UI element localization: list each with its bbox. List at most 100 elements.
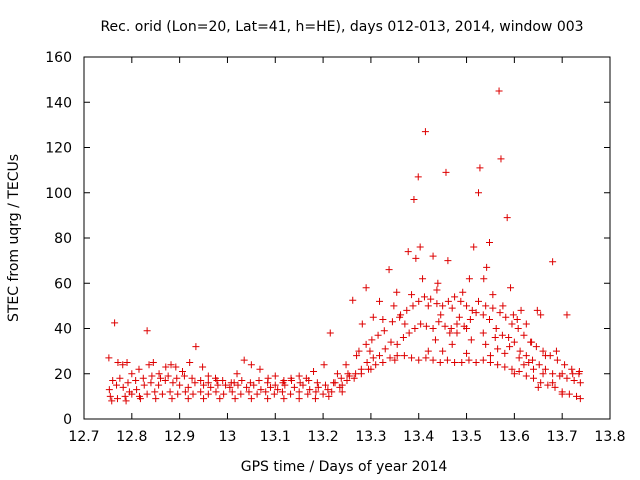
data-point: [568, 365, 576, 373]
data-point: [576, 395, 584, 403]
data-point: [313, 379, 321, 387]
data-point: [237, 390, 245, 398]
data-point: [522, 372, 530, 380]
data-point: [439, 347, 447, 355]
data-point: [113, 381, 121, 389]
data-point: [186, 358, 194, 366]
data-point: [532, 343, 540, 351]
data-point: [228, 388, 236, 396]
data-point: [111, 319, 119, 327]
data-point: [310, 367, 318, 375]
data-point: [158, 390, 166, 398]
data-point: [525, 358, 533, 366]
data-point: [417, 320, 425, 328]
data-point: [433, 300, 441, 308]
data-point: [240, 356, 248, 364]
data-point: [446, 329, 454, 337]
data-point: [280, 395, 288, 403]
data-point: [290, 383, 298, 391]
data-point: [305, 377, 313, 385]
data-point: [434, 279, 442, 287]
data-point: [522, 320, 530, 328]
data-point: [200, 381, 208, 389]
data-point: [436, 358, 444, 366]
data-point: [393, 340, 401, 348]
data-point: [247, 395, 255, 403]
data-point: [231, 395, 239, 403]
data-point: [415, 297, 423, 305]
data-point: [399, 334, 407, 342]
data-point: [453, 320, 461, 328]
data-point: [459, 288, 467, 296]
data-point: [353, 352, 361, 360]
data-point: [486, 358, 494, 366]
data-point: [529, 374, 537, 382]
data-point: [326, 329, 334, 337]
data-point: [105, 354, 113, 362]
y-tick-label: 20: [54, 367, 72, 383]
data-point: [135, 365, 143, 373]
data-point: [497, 155, 505, 163]
x-tick-label: 12.8: [116, 429, 147, 445]
data-point: [443, 356, 451, 364]
data-point: [234, 381, 242, 389]
data-point: [522, 352, 530, 360]
data-point: [448, 340, 456, 348]
data-point: [453, 329, 461, 337]
data-point: [199, 363, 207, 371]
data-point: [411, 325, 419, 332]
data-point: [437, 311, 445, 319]
data-point: [362, 284, 370, 292]
data-point: [262, 388, 270, 396]
data-point: [442, 168, 450, 176]
data-point: [246, 379, 254, 387]
data-point: [179, 367, 187, 375]
data-point: [420, 293, 428, 301]
y-tick-label: 100: [45, 186, 72, 202]
data-point: [465, 275, 473, 283]
data-point: [573, 392, 581, 400]
data-point: [506, 343, 514, 351]
data-point: [368, 336, 376, 344]
data-point: [256, 365, 264, 373]
data-point: [463, 325, 471, 332]
data-point: [212, 388, 220, 396]
data-point: [379, 315, 387, 323]
data-point: [553, 356, 561, 364]
x-axis-label: GPS time / Days of year 2014: [241, 459, 448, 475]
data-point: [173, 374, 181, 382]
y-tick-label: 60: [54, 276, 72, 292]
data-point: [162, 363, 170, 371]
data-point: [330, 379, 338, 387]
data-point: [380, 327, 388, 335]
data-point: [230, 379, 238, 387]
data-point: [510, 370, 518, 378]
data-point: [114, 358, 122, 366]
data-point: [350, 374, 358, 382]
data-point: [468, 306, 476, 314]
data-point: [264, 379, 272, 387]
data-point: [501, 363, 509, 371]
data-point: [116, 374, 124, 382]
data-point: [405, 329, 413, 337]
data-point: [482, 302, 490, 310]
x-tick-label: 12.9: [164, 429, 195, 445]
data-point: [140, 381, 148, 389]
data-point: [556, 372, 564, 380]
y-tick-label: 80: [54, 231, 72, 247]
data-point: [363, 358, 371, 366]
data-point: [119, 361, 127, 369]
data-point: [312, 388, 320, 396]
data-point: [401, 320, 409, 328]
data-point: [204, 390, 212, 398]
data-point: [414, 173, 422, 181]
data-point: [253, 390, 261, 398]
data-point: [139, 374, 147, 382]
data-point: [295, 388, 303, 396]
data-point: [491, 334, 499, 342]
y-tick-label: 160: [45, 50, 72, 66]
data-point: [483, 263, 491, 271]
chart-title: Rec. orid (Lon=20, Lat=41, h=HE), days 0…: [100, 19, 583, 35]
x-tick-label: 13: [219, 429, 237, 445]
data-point: [213, 377, 221, 385]
